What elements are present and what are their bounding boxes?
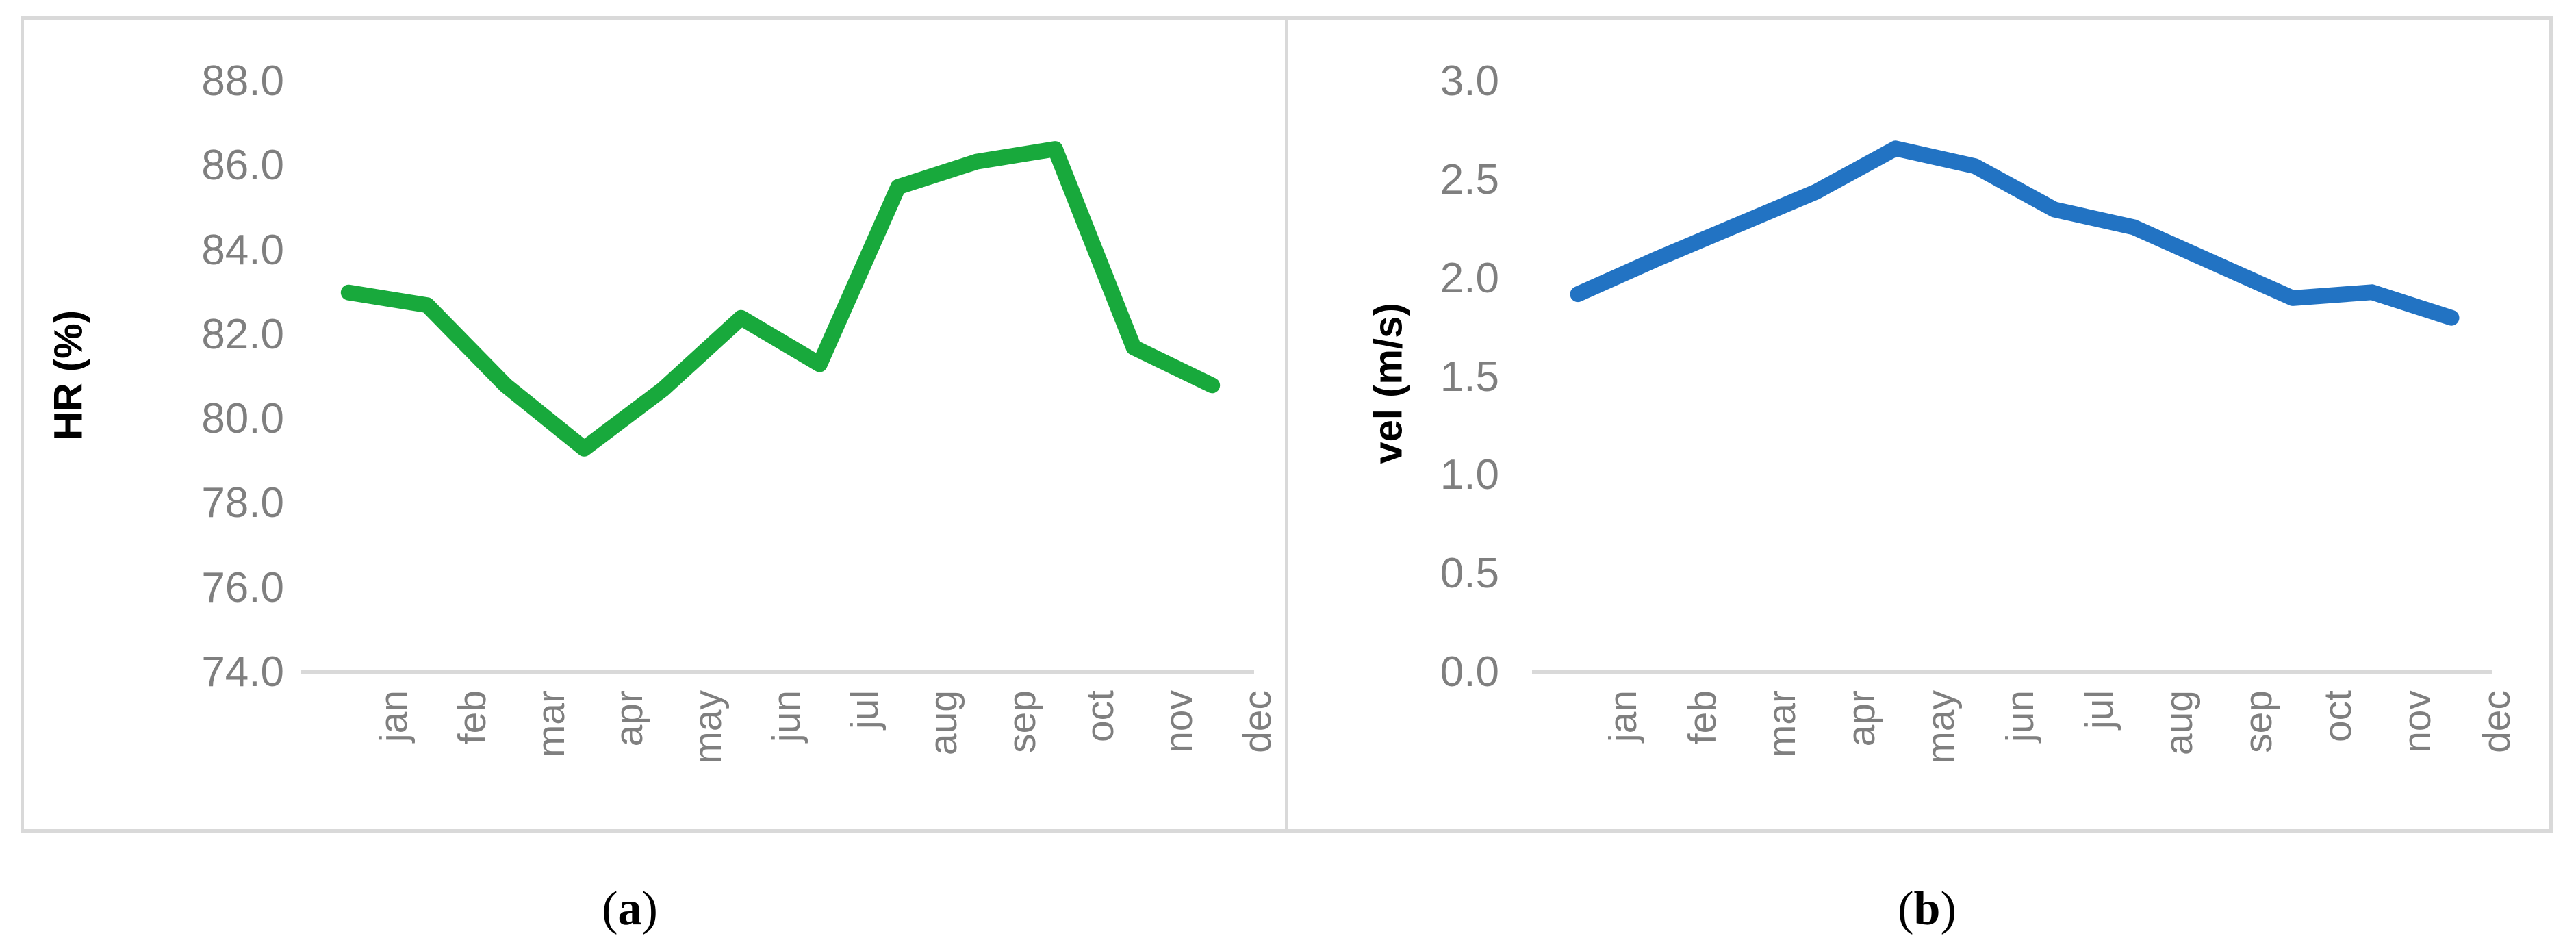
caption-b-open: (	[1898, 883, 1914, 935]
x-tick-label: dec	[1235, 690, 1279, 753]
panel-divider	[1285, 16, 1288, 833]
x-axis-line-a	[301, 670, 1254, 674]
x-tick-label: sep	[999, 690, 1044, 753]
y-tick-label: 0.5	[1440, 550, 1499, 598]
x-tick-label: may	[1919, 690, 1963, 764]
y-tick-label: 2.0	[1440, 254, 1499, 302]
y-tick-label: 84.0	[201, 226, 284, 274]
y-tick-label: 1.0	[1440, 451, 1499, 499]
x-tick-label: jun	[1998, 690, 2042, 743]
x-tick-label: jul	[2078, 690, 2121, 730]
x-tick-label: nov	[2395, 690, 2439, 753]
x-tick-label: jan	[372, 690, 416, 743]
caption-b-letter: b	[1913, 883, 1941, 935]
x-tick-label: jul	[843, 690, 887, 730]
caption-a-open: (	[602, 883, 618, 935]
x-tick-label: feb	[450, 690, 494, 745]
y-tick-label: 82.0	[201, 310, 284, 358]
x-tick-label: oct	[2316, 690, 2360, 743]
x-tick-label: nov	[1157, 690, 1201, 753]
x-tick-label: feb	[1681, 690, 1724, 745]
x-tick-label: oct	[1078, 690, 1123, 743]
y-tick-label: 0.0	[1440, 648, 1499, 696]
x-tick-label: jan	[1601, 690, 1645, 743]
y-tick-label: 78.0	[201, 479, 284, 527]
y-tick-label: 88.0	[201, 58, 284, 105]
y-tick-label: 80.0	[201, 395, 284, 443]
x-tick-label: mar	[1760, 690, 1804, 758]
y-tick-label: 74.0	[201, 648, 284, 696]
x-tick-label: may	[686, 690, 730, 764]
x-tick-label: apr	[607, 690, 652, 747]
caption-a-letter: a	[617, 883, 642, 935]
y-tick-label: 2.5	[1440, 155, 1499, 203]
x-axis-line-b	[1532, 670, 2492, 674]
x-tick-label: jun	[764, 690, 808, 743]
x-tick-label: aug	[2157, 690, 2201, 756]
caption-b: (b)	[1898, 882, 1956, 937]
x-tick-label: dec	[2475, 690, 2518, 753]
x-tick-label: sep	[2236, 690, 2280, 753]
x-tick-label: mar	[528, 690, 573, 758]
caption-a: (a)	[602, 882, 658, 937]
hr-series-line	[340, 141, 1221, 457]
y-tick-label: 86.0	[201, 142, 284, 190]
y-tick-label: 76.0	[201, 563, 284, 611]
y-tick-label: 3.0	[1440, 58, 1499, 105]
y-tick-label: 1.5	[1440, 353, 1499, 401]
vel-series-line	[1570, 140, 2460, 326]
x-tick-label: aug	[921, 690, 965, 756]
caption-a-close: )	[641, 883, 658, 935]
x-tick-label: apr	[1839, 690, 1883, 747]
caption-b-close: )	[1940, 883, 1956, 935]
